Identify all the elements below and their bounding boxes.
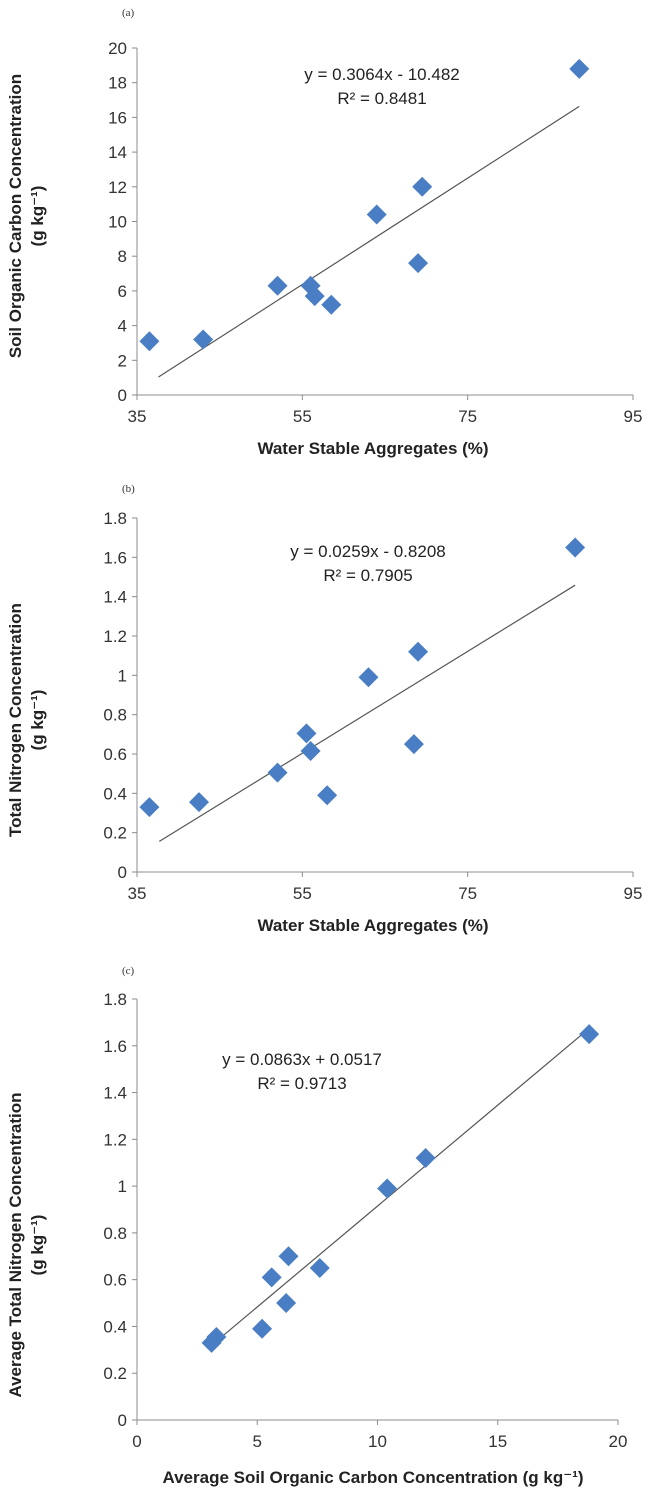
data-point-c-5 <box>278 1246 299 1267</box>
y-tick-label-c-6: 1.2 <box>103 1130 127 1149</box>
y-axis-title-a-line2: (g kg⁻¹) <box>28 186 47 247</box>
y-tick-label-c-5: 1 <box>118 1177 127 1196</box>
y-tick-label-c-2: 0.4 <box>103 1317 127 1336</box>
y-tick-label-c-1: 0.2 <box>103 1364 127 1383</box>
panel-label-a: (a) <box>122 7 135 19</box>
y-tick-label-b-1: 0.2 <box>103 824 127 843</box>
y-tick-label-a-6: 12 <box>108 178 127 197</box>
data-point-b-0 <box>139 797 160 818</box>
y-tick-label-c-0: 0 <box>118 1411 127 1430</box>
y-tick-label-b-7: 1.4 <box>103 588 127 607</box>
x-tick-label-c-3: 15 <box>488 1432 507 1451</box>
y-tick-label-b-2: 0.4 <box>103 784 127 803</box>
data-point-c-4 <box>276 1293 297 1314</box>
x-tick-label-b-2: 75 <box>458 884 477 903</box>
y-tick-label-a-7: 14 <box>108 143 127 162</box>
x-tick-label-a-3: 95 <box>624 407 643 426</box>
data-point-a-0 <box>139 331 160 352</box>
y-tick-label-a-5: 10 <box>108 213 127 232</box>
data-point-a-9 <box>569 58 590 79</box>
panel-label-b: (b) <box>122 483 135 495</box>
x-tick-label-a-2: 75 <box>458 407 477 426</box>
x-tick-label-c-2: 10 <box>368 1432 387 1451</box>
x-tick-label-c-0: 0 <box>132 1432 141 1451</box>
data-point-a-1 <box>193 329 214 350</box>
data-point-c-6 <box>309 1257 330 1278</box>
data-point-b-6 <box>358 667 379 688</box>
data-point-a-5 <box>321 294 342 315</box>
y-tick-label-c-9: 1.8 <box>103 990 127 1009</box>
y-tick-label-a-9: 18 <box>108 74 127 93</box>
chart-panel-a: (a) y = 0.3064x - 10.482 R² = 0.8481 Wat… <box>6 7 642 458</box>
y-tick-label-c-7: 1.4 <box>103 1084 127 1103</box>
data-point-c-2 <box>252 1318 273 1339</box>
data-point-b-3 <box>296 723 317 744</box>
y-tick-label-a-10: 20 <box>108 39 127 58</box>
trendline-equation-a: y = 0.3064x - 10.482 <box>304 65 459 84</box>
y-tick-label-b-6: 1.2 <box>103 627 127 646</box>
y-tick-label-b-4: 0.8 <box>103 706 127 725</box>
data-point-c-8 <box>415 1148 436 1169</box>
trendline-equation-b: y = 0.0259x - 0.8208 <box>290 542 445 561</box>
y-tick-label-b-3: 0.6 <box>103 745 127 764</box>
y-tick-label-a-8: 16 <box>108 108 127 127</box>
y-axis-title-b-line1: Total Nitrogen Concentration <box>6 603 25 837</box>
data-point-a-4 <box>304 286 325 307</box>
data-point-c-7 <box>377 1178 398 1199</box>
data-point-b-7 <box>403 734 424 755</box>
data-point-c-3 <box>261 1267 282 1288</box>
data-point-b-2 <box>267 762 288 783</box>
data-point-c-1 <box>206 1326 227 1347</box>
r-squared-c: R² = 0.9713 <box>257 1074 346 1093</box>
r-squared-a: R² = 0.8481 <box>337 89 426 108</box>
x-axis-title-b: Water Stable Aggregates (%) <box>257 916 488 935</box>
x-tick-label-c-4: 20 <box>609 1432 628 1451</box>
data-point-b-5 <box>317 785 338 806</box>
chart-panel-b: (b) y = 0.0259x - 0.8208 R² = 0.7905 Wat… <box>6 483 642 935</box>
x-axis-title-c: Average Soil Organic Carbon Concentratio… <box>162 1468 583 1487</box>
y-axis-title-b-line2: (g kg⁻¹) <box>28 690 47 751</box>
panel-label-c: (c) <box>122 965 135 977</box>
x-tick-label-b-1: 55 <box>293 884 312 903</box>
trendline-c <box>211 1027 590 1346</box>
x-tick-label-a-0: 35 <box>128 407 147 426</box>
y-tick-label-c-4: 0.8 <box>103 1224 127 1243</box>
y-tick-label-b-8: 1.6 <box>103 548 127 567</box>
x-tick-label-a-1: 55 <box>293 407 312 426</box>
data-point-b-8 <box>408 641 429 662</box>
x-tick-label-b-0: 35 <box>128 884 147 903</box>
y-tick-label-a-4: 8 <box>118 247 127 266</box>
r-squared-b: R² = 0.7905 <box>323 566 412 585</box>
y-tick-label-b-9: 1.8 <box>103 509 127 528</box>
data-point-b-1 <box>189 792 209 813</box>
y-axis-title-c-line2: (g kg⁻¹) <box>28 1215 47 1276</box>
trendline-a <box>158 105 580 378</box>
data-point-a-2 <box>267 275 288 296</box>
y-axis-title-a-line1: Soil Organic Carbon Concentration <box>6 74 25 358</box>
x-tick-label-b-3: 95 <box>624 884 643 903</box>
y-tick-label-a-1: 2 <box>118 351 127 370</box>
data-point-c-9 <box>579 1024 600 1045</box>
y-tick-label-a-2: 4 <box>118 317 127 336</box>
y-axis-title-c-line1: Average Total Nitrogen Concentration <box>6 1092 25 1397</box>
y-tick-label-b-0: 0 <box>118 863 127 882</box>
y-tick-label-c-3: 0.6 <box>103 1271 127 1290</box>
y-tick-label-c-8: 1.6 <box>103 1037 127 1056</box>
trendline-equation-c: y = 0.0863x + 0.0517 <box>222 1050 382 1069</box>
data-point-a-6 <box>366 204 387 225</box>
data-point-b-4 <box>300 741 321 762</box>
data-point-a-7 <box>408 253 429 274</box>
x-tick-label-c-1: 5 <box>253 1432 262 1451</box>
trendline-b <box>159 584 576 842</box>
x-axis-title-a: Water Stable Aggregates (%) <box>257 439 488 458</box>
data-point-b-9 <box>565 537 586 558</box>
chart-panel-c: (c) y = 0.0863x + 0.0517 R² = 0.9713 Ave… <box>6 965 627 1487</box>
y-tick-label-a-3: 6 <box>118 282 127 301</box>
data-point-a-8 <box>412 176 433 197</box>
y-tick-label-b-5: 1 <box>118 666 127 685</box>
y-tick-label-a-0: 0 <box>118 386 127 405</box>
